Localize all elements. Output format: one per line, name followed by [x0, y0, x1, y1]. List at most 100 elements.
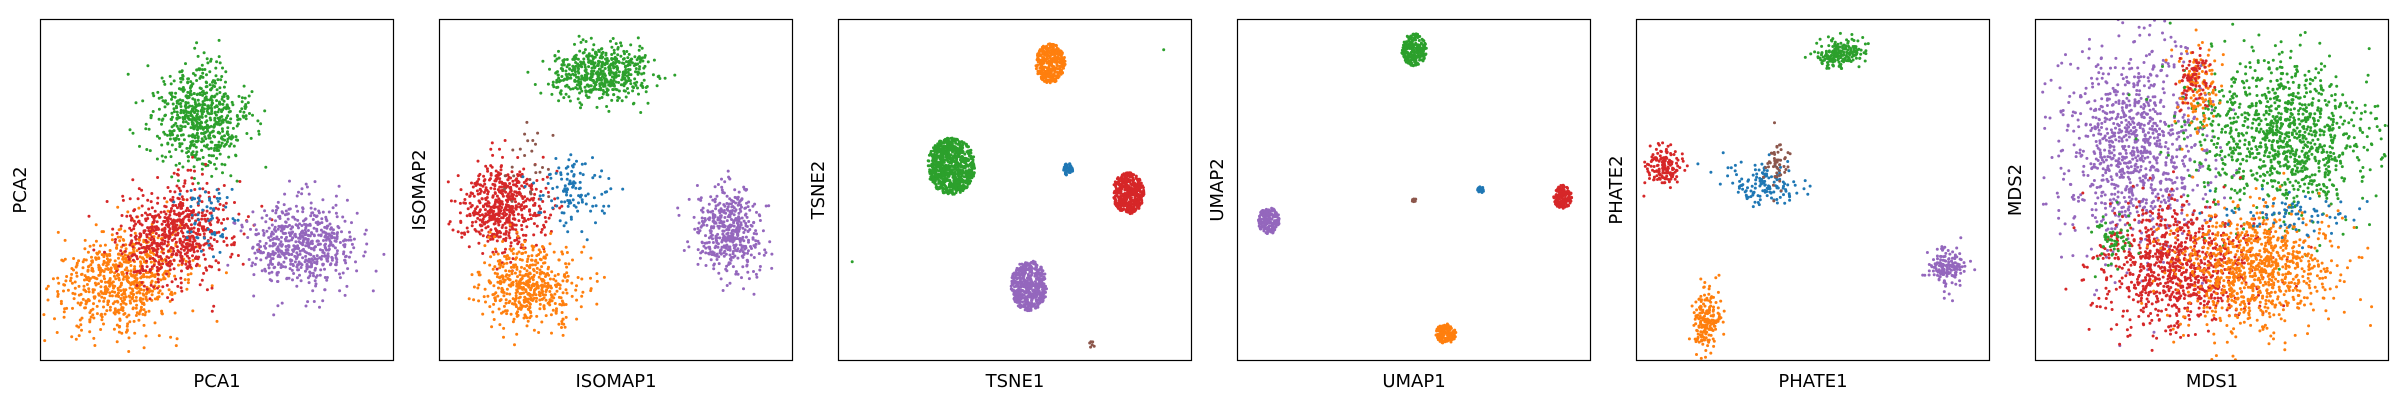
scatter-point — [589, 209, 593, 213]
scatter-point — [479, 183, 483, 187]
scatter-point — [225, 196, 229, 199]
scatter-point — [205, 127, 209, 131]
scatter-point — [185, 206, 189, 210]
scatter-point — [242, 110, 246, 114]
scatter-point — [459, 188, 463, 192]
scatter-point — [371, 289, 375, 293]
scatter-point — [314, 284, 318, 288]
scatter-point — [483, 222, 486, 226]
scatter-point — [151, 91, 155, 95]
scatter-point — [508, 205, 512, 209]
scatter-point — [521, 216, 524, 220]
scatter-point — [305, 262, 309, 266]
scatter-point — [335, 252, 339, 255]
scatter-point — [301, 210, 305, 214]
scatter-point — [584, 40, 588, 43]
scatter-point — [337, 184, 341, 188]
scatter-point — [749, 253, 753, 257]
scatter-point — [66, 288, 70, 292]
scatter-point — [198, 103, 202, 107]
scatter-point — [108, 249, 112, 252]
scatter-point — [156, 280, 160, 284]
scatter-point — [511, 257, 515, 261]
scatter-point — [640, 81, 644, 85]
scatter-point — [768, 240, 772, 244]
scatter-point — [487, 204, 491, 208]
scatter-point — [562, 63, 566, 67]
scatter-point — [471, 185, 475, 189]
scatter-point — [484, 226, 488, 230]
scatter-point — [736, 256, 740, 260]
scatter-point — [590, 73, 594, 77]
scatter-point — [148, 269, 152, 273]
scatter-point — [517, 180, 521, 184]
scatter-point — [516, 156, 520, 159]
scatter-point — [325, 219, 329, 223]
scatter-point — [134, 299, 138, 303]
scatter-point — [241, 114, 245, 118]
scatter-point — [718, 221, 722, 225]
scatter-point — [503, 139, 507, 142]
scatter-point — [295, 194, 299, 198]
scatter-point — [169, 82, 173, 86]
scatter-point — [273, 251, 277, 255]
scatter-point — [102, 322, 105, 326]
scatter-point — [560, 299, 564, 303]
scatter-point — [142, 346, 146, 350]
scatter-point — [486, 219, 490, 223]
scatter-point — [738, 243, 742, 247]
scatter-point — [214, 206, 218, 210]
scatter-point — [569, 194, 573, 198]
scatter-point — [209, 146, 213, 150]
scatter-point — [530, 244, 534, 248]
scatter-point — [528, 266, 532, 270]
scatter-point — [160, 76, 164, 80]
scatter-point — [179, 220, 183, 224]
scatter-point — [157, 227, 160, 231]
scatter-point — [179, 111, 183, 115]
scatter-point — [318, 273, 322, 277]
scatter-point — [500, 185, 504, 189]
scatter-point — [480, 228, 484, 232]
scatter-point — [484, 212, 488, 216]
scatter-point — [78, 318, 82, 322]
scatter-point — [569, 217, 573, 221]
scatter-point — [521, 274, 525, 278]
scatter-point — [576, 57, 580, 61]
scatter-point — [137, 219, 141, 223]
scatter-point — [496, 171, 500, 175]
scatter-point — [539, 207, 543, 211]
scatter-point — [190, 120, 194, 124]
scatter-point — [743, 251, 746, 255]
scatter-point — [516, 242, 520, 246]
scatter-point — [744, 244, 748, 248]
scatter-point — [752, 221, 756, 225]
scatter-point — [135, 284, 139, 287]
scatter-point — [270, 270, 274, 274]
scatter-point — [483, 287, 487, 291]
scatter-point — [569, 87, 573, 91]
scatter-point — [228, 136, 232, 140]
scatter-point — [178, 162, 181, 165]
scatter-point — [309, 240, 313, 244]
scatter-point — [120, 299, 124, 303]
scatter-point — [522, 247, 526, 251]
scatter-point — [186, 80, 190, 84]
scatter-point — [192, 92, 196, 96]
scatter-point — [504, 298, 508, 302]
scatter-point — [168, 189, 172, 193]
scatter-point — [90, 255, 93, 259]
scatter-point — [87, 287, 91, 291]
scatter-point — [188, 263, 192, 267]
scatter-point — [563, 184, 567, 188]
scatter-point — [610, 75, 614, 79]
scatter-point — [704, 251, 708, 255]
scatter-point — [573, 78, 577, 82]
scatter-point — [723, 249, 727, 253]
scatter-point — [558, 219, 562, 223]
scatter-point — [517, 219, 521, 223]
scatter-point — [85, 300, 89, 304]
scatter-point — [498, 177, 502, 181]
scatter-point — [304, 304, 308, 308]
scatter-point — [764, 251, 768, 255]
